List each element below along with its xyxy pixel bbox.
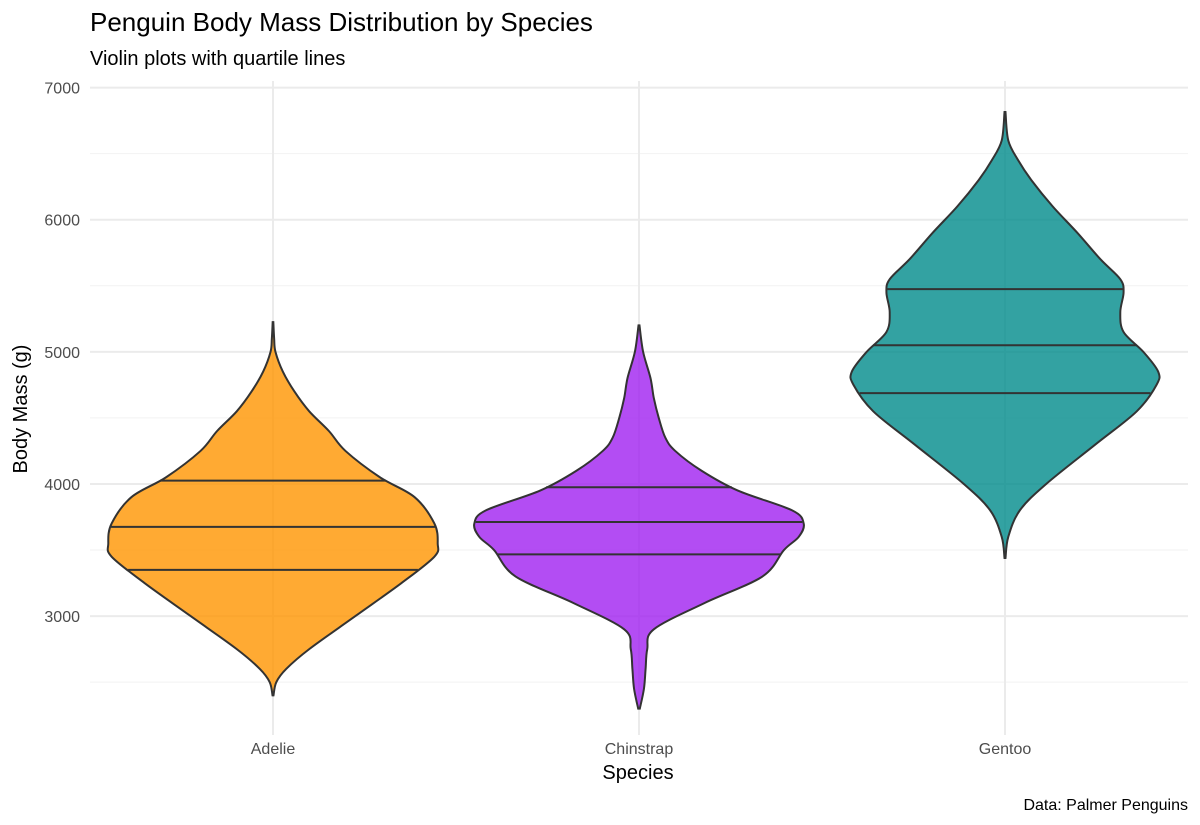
chart-title: Penguin Body Mass Distribution by Specie… (90, 7, 593, 37)
x-tick-label: Chinstrap (605, 741, 674, 758)
y-axis-title: Body Mass (g) (10, 345, 32, 474)
x-tick-label: Adelie (251, 741, 296, 758)
y-tick-label: 4000 (44, 477, 80, 494)
y-tick-label: 3000 (44, 609, 80, 626)
x-tick-label: Gentoo (979, 741, 1032, 758)
y-axis-ticks: 3000 4000 5000 6000 7000 (44, 81, 80, 626)
y-tick-label: 7000 (44, 81, 80, 98)
y-tick-label: 6000 (44, 213, 80, 230)
violin-gentoo (849, 111, 1161, 559)
chart-subtitle: Violin plots with quartile lines (90, 48, 345, 70)
x-axis-title: Species (602, 762, 673, 784)
violin-chinstrap (473, 324, 805, 710)
violin-adelie (106, 321, 440, 697)
violins (106, 111, 1161, 710)
y-tick-label: 5000 (44, 345, 80, 362)
x-axis-ticks: Adelie Chinstrap Gentoo (251, 741, 1032, 758)
caption: Data: Palmer Penguins (1023, 797, 1188, 814)
